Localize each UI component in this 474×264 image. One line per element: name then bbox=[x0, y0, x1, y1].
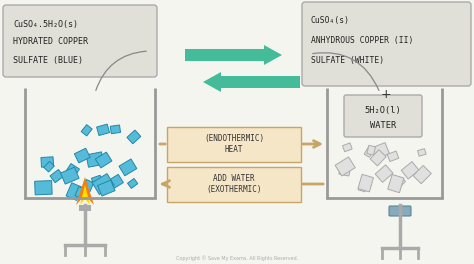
Polygon shape bbox=[82, 180, 94, 192]
Text: ANHYDROUS COPPER (II): ANHYDROUS COPPER (II) bbox=[311, 36, 413, 45]
Polygon shape bbox=[66, 183, 82, 200]
Polygon shape bbox=[61, 167, 79, 184]
Polygon shape bbox=[358, 174, 374, 192]
Polygon shape bbox=[76, 177, 94, 205]
Polygon shape bbox=[367, 145, 375, 155]
Polygon shape bbox=[64, 163, 80, 180]
Polygon shape bbox=[74, 148, 90, 163]
Text: HYDRATED COPPER: HYDRATED COPPER bbox=[13, 37, 88, 46]
FancyArrow shape bbox=[185, 45, 282, 65]
FancyBboxPatch shape bbox=[344, 95, 422, 137]
Polygon shape bbox=[97, 124, 109, 135]
Polygon shape bbox=[110, 125, 120, 134]
Polygon shape bbox=[371, 143, 390, 159]
Polygon shape bbox=[387, 151, 399, 162]
Text: 5H₂O(l): 5H₂O(l) bbox=[365, 106, 401, 116]
Polygon shape bbox=[335, 157, 355, 176]
Polygon shape bbox=[44, 161, 55, 172]
Text: CuSO₄(s): CuSO₄(s) bbox=[311, 16, 350, 26]
Polygon shape bbox=[396, 177, 406, 187]
FancyBboxPatch shape bbox=[302, 2, 471, 86]
Polygon shape bbox=[75, 187, 86, 199]
FancyBboxPatch shape bbox=[167, 127, 301, 162]
FancyArrow shape bbox=[203, 72, 300, 92]
Polygon shape bbox=[128, 178, 138, 188]
Text: ADD WATER
(EXOTHERMIC): ADD WATER (EXOTHERMIC) bbox=[206, 174, 262, 194]
Polygon shape bbox=[108, 174, 123, 189]
FancyBboxPatch shape bbox=[167, 167, 301, 202]
Text: +: + bbox=[381, 88, 392, 101]
Polygon shape bbox=[401, 162, 419, 179]
Polygon shape bbox=[388, 175, 404, 193]
Polygon shape bbox=[119, 159, 137, 176]
Polygon shape bbox=[95, 152, 112, 168]
Polygon shape bbox=[375, 165, 393, 182]
Polygon shape bbox=[413, 166, 431, 184]
Polygon shape bbox=[41, 157, 54, 167]
FancyBboxPatch shape bbox=[389, 206, 411, 216]
FancyBboxPatch shape bbox=[79, 205, 91, 211]
Polygon shape bbox=[80, 185, 90, 205]
Text: SULFATE (BLUE): SULFATE (BLUE) bbox=[13, 55, 83, 64]
Text: Copyright © Save My Exams. All Rights Reserved.: Copyright © Save My Exams. All Rights Re… bbox=[176, 255, 298, 261]
Polygon shape bbox=[35, 181, 52, 195]
Polygon shape bbox=[370, 150, 386, 166]
Text: (ENDOTHERMIC)
HEAT: (ENDOTHERMIC) HEAT bbox=[204, 134, 264, 154]
Polygon shape bbox=[127, 130, 141, 144]
Polygon shape bbox=[81, 125, 92, 136]
Polygon shape bbox=[98, 180, 115, 196]
Polygon shape bbox=[358, 181, 367, 192]
Polygon shape bbox=[339, 162, 351, 176]
Polygon shape bbox=[92, 174, 114, 195]
Polygon shape bbox=[50, 169, 64, 183]
Text: WATER: WATER bbox=[370, 120, 396, 130]
Polygon shape bbox=[86, 152, 104, 167]
Text: CuSO₄.5H₂O(s): CuSO₄.5H₂O(s) bbox=[13, 20, 78, 29]
Polygon shape bbox=[343, 143, 352, 152]
Polygon shape bbox=[91, 175, 102, 185]
Polygon shape bbox=[418, 149, 426, 156]
FancyBboxPatch shape bbox=[3, 5, 157, 77]
Polygon shape bbox=[364, 148, 374, 157]
Text: SULFATE (WHITE): SULFATE (WHITE) bbox=[311, 56, 384, 65]
